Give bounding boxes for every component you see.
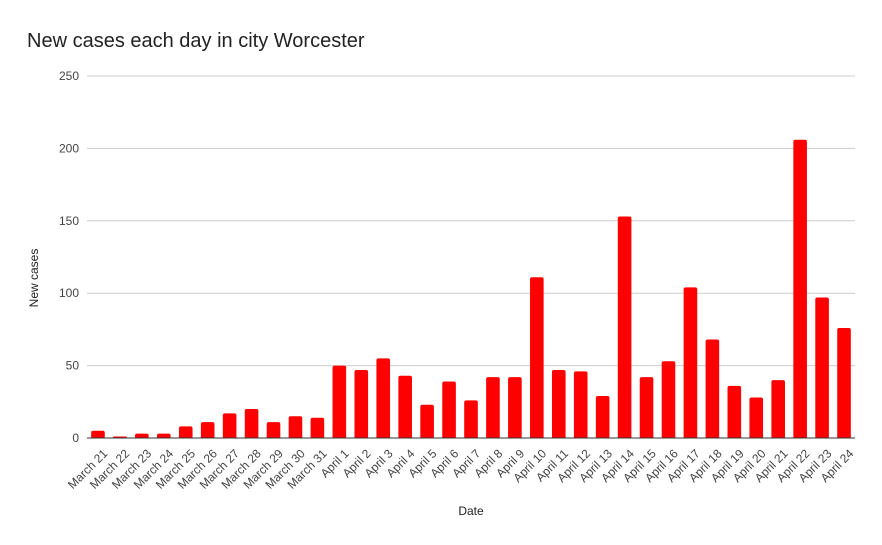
chart-title: New cases each day in city Worcester [27,30,365,52]
bar-april-6 [442,381,456,438]
bar-april-7 [464,400,478,438]
bar-april-11 [551,369,566,438]
bar-april-18 [705,339,720,438]
bar-april-8 [486,377,500,438]
bar-march-31 [310,417,325,438]
bar-april-9 [508,377,522,438]
bar-april-16 [661,361,676,438]
gridlines [87,75,855,367]
bar-april-2 [354,369,369,438]
bar-march-24 [156,433,171,438]
bar-april-17 [683,287,698,438]
bar-march-21 [91,430,105,438]
y-tick-label: 0 [72,431,79,445]
bar-april-15 [639,377,654,438]
bar-april-5 [420,404,434,438]
bar-april-19 [727,385,742,438]
bar-april-20 [749,397,764,438]
bar-april-1 [332,365,347,438]
y-axis-ticks: 0 50 100 150 200 250 [59,69,79,445]
y-tick-label: 150 [59,214,79,228]
bar-april-23 [815,297,829,438]
y-tick-label: 200 [59,141,79,155]
bar-april-22 [793,139,807,438]
bar-april-3 [376,358,391,438]
bar-april-21 [771,380,786,438]
bar-april-10 [530,277,544,438]
bar-march-29 [266,422,281,438]
bars [91,139,851,438]
bar-march-26 [200,422,215,438]
y-axis-label: New cases [27,249,41,308]
bar-april-24 [837,327,851,438]
bar-march-28 [244,409,259,438]
bar-march-27 [222,413,237,438]
x-axis-label: Date [458,504,484,518]
bar-march-25 [178,426,193,438]
bar-april-12 [573,371,588,438]
bar-april-14 [617,216,632,438]
bar-march-23 [135,433,149,438]
bar-april-4 [398,375,412,438]
bar-april-13 [595,396,610,438]
y-tick-label: 50 [66,359,80,373]
y-tick-label: 100 [59,286,79,300]
bar-march-30 [288,416,303,438]
y-tick-label: 250 [59,69,79,83]
